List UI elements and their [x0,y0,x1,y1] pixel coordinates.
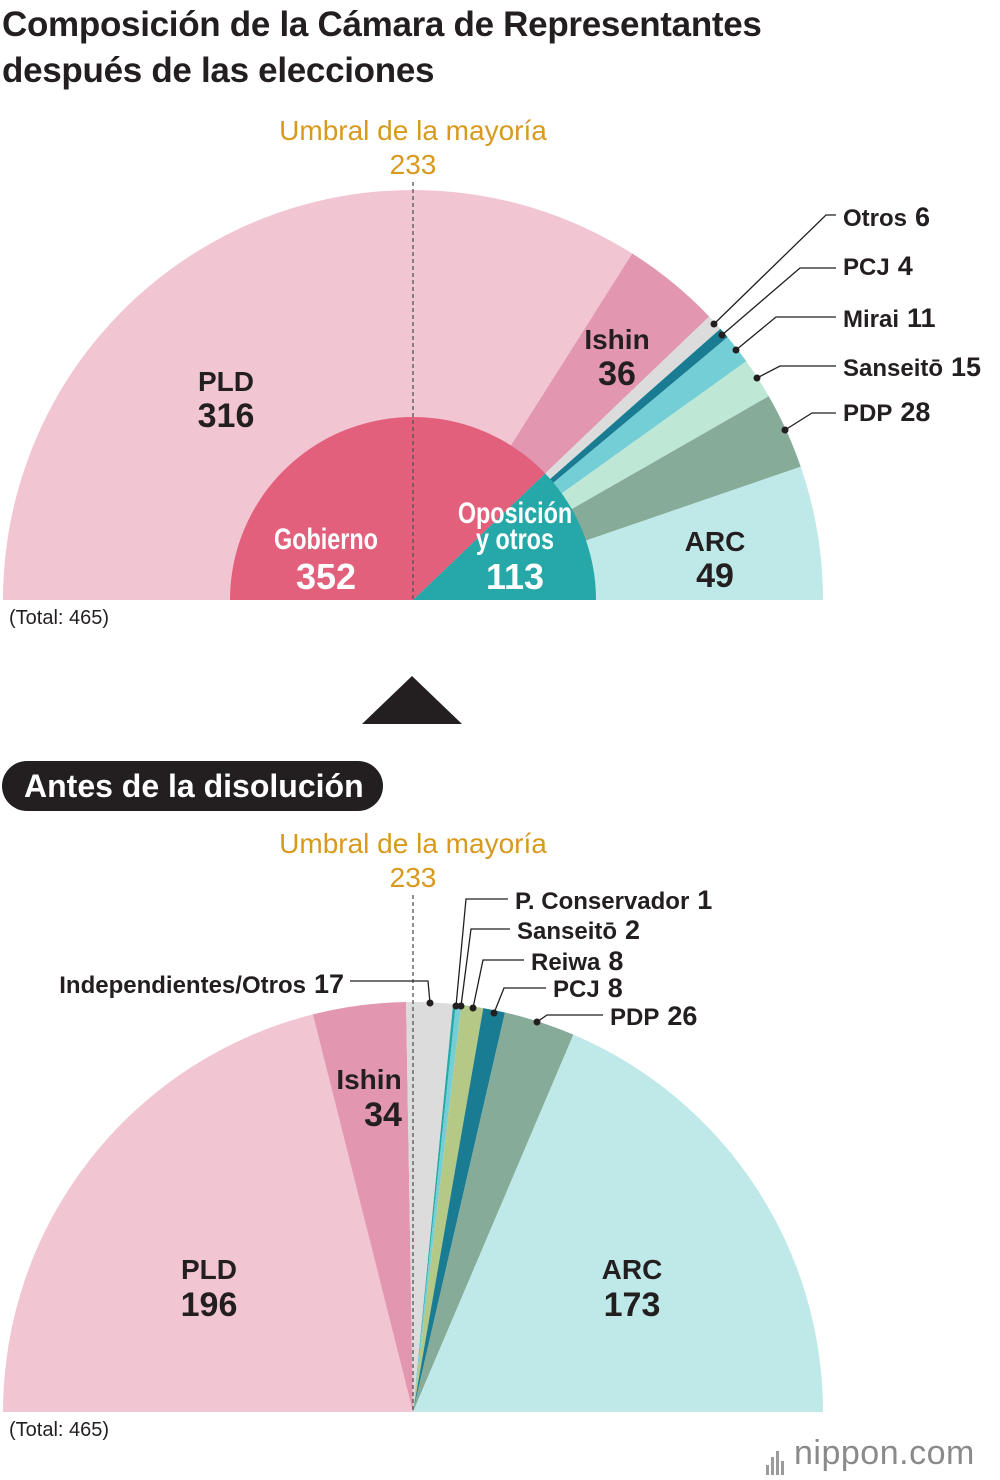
before-pcj-dot [490,1009,498,1017]
before-slice-sanseito [413,1004,462,1412]
inner-label-gobierno: Gobierno [274,522,378,555]
before-p-conservador-dot [452,1002,460,1010]
inner-value-oposicion: 113 [486,556,544,597]
after-sanseito-dot [753,374,761,382]
before-reiwa-dot [469,1004,477,1012]
after-mirai-dot [732,346,740,354]
before-label-pcj: PCJ [553,976,600,1003]
outer-label-ishin: Ishin [584,324,649,355]
after-sanseito-leader [756,365,836,379]
after-value-sanseito: 15 [951,352,981,382]
before-independientes-dot [426,999,434,1007]
before-value-p-conservador: 1 [697,885,712,915]
outer-label-arc: ARC [685,526,746,557]
after-value-pcj: 4 [898,251,913,281]
before-pdp-dot [533,1018,541,1026]
after-value-otros: 6 [915,202,930,232]
after-majority-value: 233 [390,149,437,180]
outer-value-ishin: 36 [598,355,636,393]
before-value-arc: 173 [604,1286,661,1324]
before-sanseito-dot [457,1002,465,1010]
before-slice-ishin [312,1002,413,1412]
before-value-pcj: 8 [608,973,623,1003]
before-pcj-leader [493,987,546,1014]
logo-name: nippon [794,1434,900,1472]
before-slice-arc [413,1034,823,1412]
before-sanseito-leader [460,928,510,1007]
before-pdp-leader [536,1014,603,1023]
after-otros-dot [710,320,718,328]
outer-value-pld: 316 [198,397,255,435]
before-label-sanseito: Sanseitō [517,918,617,945]
inner-label-y-otros: y otros [476,522,554,555]
after-otros-leader [713,214,836,325]
before-value-reiwa: 8 [608,946,623,976]
before-slice-independientes-otros [406,1002,454,1412]
after-label-pcj: PCJ [843,254,890,281]
before-label-pdp: PDP [610,1004,659,1031]
before-label-pld: PLD [181,1254,237,1285]
after-majority-label: Umbral de la mayoría [279,115,547,146]
before-slice-p-conservador [413,1003,456,1412]
total-label-after: (Total: 465) [9,607,110,629]
after-pdp-dot [781,426,789,434]
before-slice-pld [3,1014,413,1412]
logo-tld: com [909,1434,975,1472]
after-pdp-leader [784,412,836,431]
outer-label-pld: PLD [198,366,254,397]
before-label-ishin: Ishin [336,1064,401,1095]
before-p-conservador-leader [455,898,508,1007]
after-pcj-leader [721,267,836,336]
outer-value-arc: 49 [696,557,734,595]
logo-dot: . [899,1434,910,1472]
before-value-independientes-otros: 17 [314,969,344,999]
before-label-arc: ARC [602,1254,663,1285]
before-label-independientes-otros: Independientes/Otros [59,972,306,999]
before-value-pdp: 26 [667,1001,697,1031]
inner-label-oposicion: Oposición [458,496,572,529]
chart-title-line-2: después de las elecciones [2,51,435,90]
before-dissolution-heading: Antes de la disolución [2,761,383,811]
after-mirai-leader [735,316,836,351]
logo-bars-icon [766,1436,786,1475]
inner-value-gobierno: 352 [296,556,356,597]
chart-title: Composición de la Cámara de Representant… [2,2,992,94]
after-label-pdp: PDP [843,400,892,427]
after-label-mirai: Mirai [843,306,899,333]
before-slice-pcj [413,1008,506,1412]
inner-slice-gobierno [230,417,546,600]
nippon-logo: nippon.com [766,1434,975,1475]
before-independientes-leader [350,980,431,1004]
up-triangle-icon [362,676,462,724]
after-label-sanseito: Sanseitō [843,355,943,382]
after-value-mirai: 11 [907,303,936,333]
before-value-sanseito: 2 [625,915,640,945]
before-slice-pdp [413,1012,574,1412]
before-value-ishin: 34 [364,1096,402,1134]
after-pcj-dot [718,331,726,339]
before-majority-label: Umbral de la mayoría [279,828,547,859]
before-reiwa-leader [472,959,524,1009]
after-value-pdp: 28 [900,397,930,427]
before-majority-value: 233 [390,862,437,893]
inner-slice-oposicion-y-otros [413,473,596,600]
chart-title-line-1: Composición de la Cámara de Representant… [2,5,762,44]
before-label-reiwa: Reiwa [531,949,601,976]
before-slice-reiwa [413,1004,484,1412]
after-label-otros: Otros [843,205,907,232]
before-label-p-conservador: P. Conservador [515,888,689,915]
before-value-pld: 196 [181,1286,238,1324]
total-label-before: (Total: 465) [9,1419,110,1441]
